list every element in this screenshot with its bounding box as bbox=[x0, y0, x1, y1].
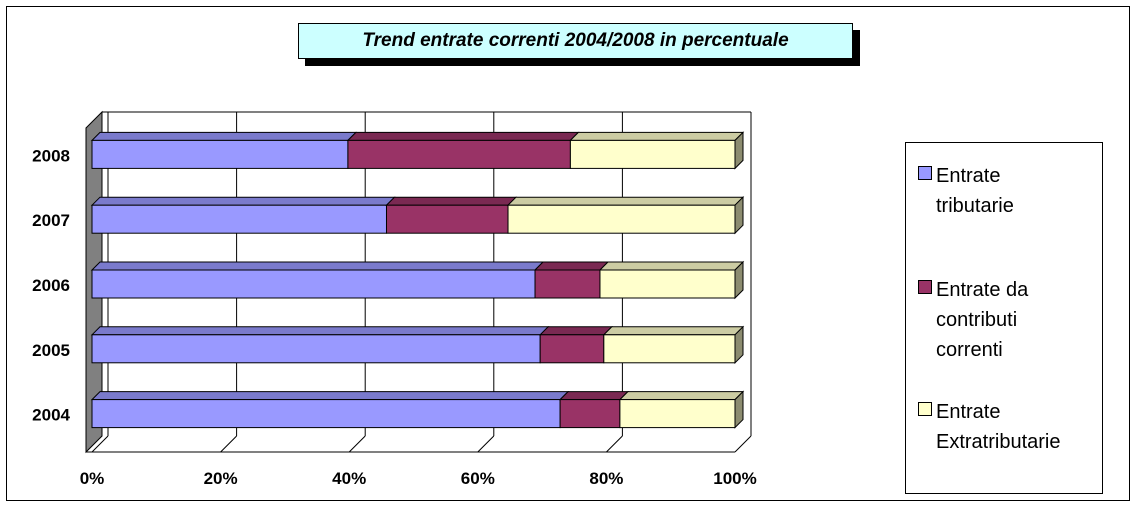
x-tick-label: 40% bbox=[332, 469, 366, 488]
floor-gridline bbox=[606, 435, 623, 453]
y-category-label: 2004 bbox=[32, 406, 70, 425]
bar-side-face bbox=[734, 390, 744, 429]
legend: Entrate tributarie Entrate da contributi … bbox=[905, 142, 1103, 494]
bar-segment bbox=[569, 139, 736, 169]
x-tick-label: 80% bbox=[589, 469, 623, 488]
floor-gridline bbox=[734, 435, 752, 453]
bar-top-face bbox=[346, 131, 580, 141]
floor-gridline bbox=[91, 435, 109, 453]
x-tick-label: 60% bbox=[461, 469, 495, 488]
bar-segment bbox=[385, 204, 509, 234]
bar-top-face bbox=[538, 326, 614, 336]
x-tick-label: 100% bbox=[713, 469, 756, 488]
legend-swatch bbox=[918, 166, 932, 180]
bar-segment bbox=[91, 399, 561, 429]
y-category-label: 2008 bbox=[32, 146, 70, 165]
bar-segment bbox=[91, 334, 541, 364]
bar-side-face bbox=[734, 260, 744, 300]
bar-segment bbox=[347, 139, 571, 169]
bar-segment bbox=[91, 269, 536, 299]
legend-label: Entrate Extratributarie bbox=[936, 401, 1061, 453]
x-tick-label: 0% bbox=[80, 469, 105, 488]
bar-segment bbox=[539, 334, 605, 364]
floor-gridline bbox=[220, 435, 237, 453]
legend-swatch bbox=[918, 402, 932, 416]
y-category-label: 2006 bbox=[32, 276, 70, 295]
bar-segment bbox=[599, 269, 736, 299]
bar-top-face bbox=[385, 196, 518, 206]
bar-top-face bbox=[90, 326, 550, 336]
bar-top-face bbox=[90, 261, 545, 271]
floor-gridline bbox=[348, 435, 366, 453]
bar-top-face bbox=[533, 261, 610, 271]
legend-item: Entrate Extratributarie bbox=[918, 397, 1061, 457]
y-category-label: 2005 bbox=[32, 341, 70, 360]
y-category-label: 2007 bbox=[32, 211, 70, 230]
legend-item: Entrate da contributi correnti bbox=[918, 275, 1028, 365]
bar-top-face bbox=[569, 131, 745, 141]
bar-side-face bbox=[734, 195, 744, 235]
bar-top-face bbox=[90, 196, 396, 206]
legend-swatch bbox=[918, 280, 932, 294]
bar-segment bbox=[507, 204, 736, 234]
bar-segment bbox=[559, 399, 621, 429]
legend-label: Entrate tributarie bbox=[936, 165, 1014, 217]
bar-side-face bbox=[734, 325, 744, 365]
bar-top-face bbox=[598, 261, 745, 271]
bar-segment bbox=[603, 334, 736, 364]
bar-top-face bbox=[90, 131, 358, 141]
legend-item: Entrate tributarie bbox=[918, 161, 1014, 221]
bar-side-face bbox=[734, 131, 744, 170]
x-tick-label: 20% bbox=[204, 469, 238, 488]
bar-top-face bbox=[602, 326, 745, 336]
bar-segment bbox=[91, 139, 349, 169]
bar-top-face bbox=[618, 391, 745, 401]
bar-top-face bbox=[558, 391, 630, 401]
bar-segment bbox=[619, 399, 736, 429]
legend-label: Entrate da contributi correnti bbox=[936, 279, 1029, 361]
bar-top-face bbox=[506, 196, 745, 206]
chart-title: Trend entrate correnti 2004/2008 in perc… bbox=[298, 23, 853, 59]
bar-segment bbox=[534, 269, 601, 299]
floor-gridline bbox=[477, 435, 495, 453]
bar-top-face bbox=[90, 391, 570, 401]
bar-segment bbox=[91, 204, 387, 234]
